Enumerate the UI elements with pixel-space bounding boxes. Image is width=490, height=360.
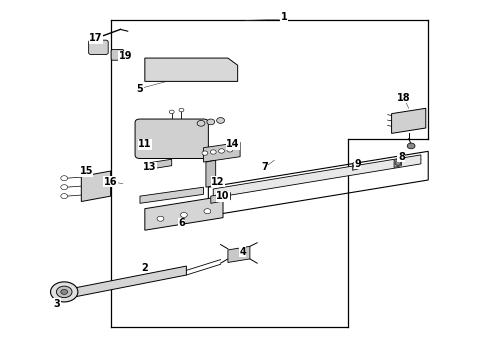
Polygon shape bbox=[203, 142, 240, 162]
Text: 19: 19 bbox=[119, 51, 132, 61]
Polygon shape bbox=[213, 155, 421, 198]
Text: 5: 5 bbox=[137, 84, 143, 94]
Circle shape bbox=[407, 143, 415, 149]
Text: 17: 17 bbox=[89, 33, 103, 43]
Text: 16: 16 bbox=[104, 177, 118, 187]
Text: 1: 1 bbox=[281, 12, 288, 22]
Circle shape bbox=[61, 194, 68, 199]
Text: 4: 4 bbox=[239, 247, 246, 257]
Text: 9: 9 bbox=[354, 159, 361, 169]
FancyBboxPatch shape bbox=[89, 40, 108, 54]
Circle shape bbox=[157, 216, 164, 221]
Polygon shape bbox=[352, 161, 360, 170]
Polygon shape bbox=[145, 196, 223, 230]
Text: 18: 18 bbox=[397, 93, 411, 103]
Polygon shape bbox=[211, 193, 230, 203]
Polygon shape bbox=[145, 58, 238, 81]
Text: 2: 2 bbox=[142, 263, 148, 273]
FancyBboxPatch shape bbox=[111, 49, 124, 60]
FancyBboxPatch shape bbox=[135, 119, 208, 158]
Circle shape bbox=[217, 118, 224, 123]
Circle shape bbox=[169, 110, 174, 114]
Circle shape bbox=[61, 176, 68, 181]
Circle shape bbox=[179, 108, 184, 112]
Text: 12: 12 bbox=[211, 177, 225, 187]
Polygon shape bbox=[228, 246, 250, 262]
Text: 14: 14 bbox=[226, 139, 240, 149]
Polygon shape bbox=[81, 171, 111, 202]
Polygon shape bbox=[206, 160, 216, 187]
Circle shape bbox=[180, 212, 187, 217]
Polygon shape bbox=[140, 187, 203, 203]
Circle shape bbox=[56, 286, 72, 298]
Text: 13: 13 bbox=[143, 162, 156, 172]
Text: 7: 7 bbox=[261, 162, 268, 172]
Circle shape bbox=[210, 150, 216, 154]
Circle shape bbox=[61, 289, 68, 294]
Text: 11: 11 bbox=[138, 139, 151, 149]
Text: 3: 3 bbox=[53, 299, 60, 309]
Polygon shape bbox=[392, 108, 426, 134]
Text: 8: 8 bbox=[398, 152, 405, 162]
Polygon shape bbox=[143, 159, 172, 170]
Circle shape bbox=[207, 119, 215, 125]
Polygon shape bbox=[394, 158, 401, 167]
Circle shape bbox=[197, 121, 205, 126]
Circle shape bbox=[227, 148, 233, 152]
Circle shape bbox=[50, 282, 78, 302]
Circle shape bbox=[395, 161, 401, 165]
Text: 15: 15 bbox=[79, 166, 93, 176]
Polygon shape bbox=[76, 266, 186, 297]
Text: 10: 10 bbox=[216, 191, 230, 201]
Circle shape bbox=[61, 185, 68, 190]
Circle shape bbox=[353, 164, 359, 168]
Text: 6: 6 bbox=[178, 218, 185, 228]
Circle shape bbox=[219, 149, 224, 153]
Circle shape bbox=[202, 151, 208, 155]
Circle shape bbox=[204, 209, 211, 214]
